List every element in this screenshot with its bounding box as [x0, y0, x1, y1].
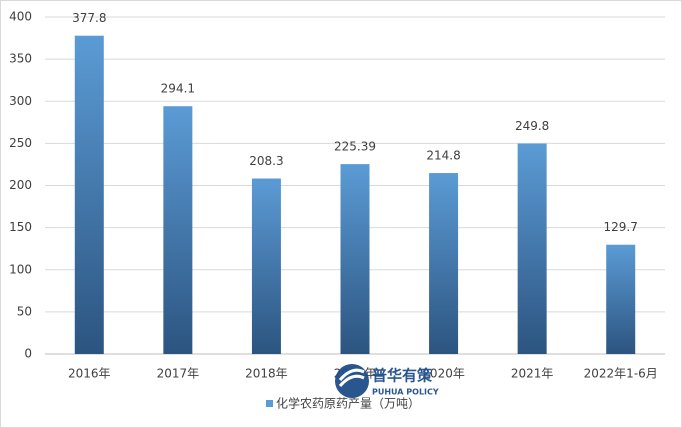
y-tick-label: 350: [9, 52, 32, 66]
y-tick-label: 150: [9, 220, 32, 234]
plot-area: 0 50 100 150 200 250 300 350 400 2016年 2017年 2018年 2…: [9, 10, 665, 411]
value-label: 377.8: [72, 11, 106, 25]
x-tick-label: 2020年: [422, 367, 465, 381]
watermark-subtitle: PUHUA POLICY: [372, 388, 439, 397]
y-tick-label: 200: [9, 178, 32, 192]
value-label: 129.7: [604, 220, 638, 234]
bar: [74, 35, 104, 355]
watermark-logo: [335, 364, 369, 398]
bar: [429, 173, 459, 354]
watermark-title: 普华有策: [372, 367, 433, 385]
bar: [606, 244, 636, 354]
y-tick-label: 0: [24, 347, 32, 361]
value-label: 294.1: [161, 82, 195, 96]
value-label: 208.3: [249, 154, 283, 168]
watermark: 普华有策 PUHUA POLICY: [335, 364, 439, 398]
y-tick-label: 50: [17, 304, 32, 318]
x-tick-label: 2017年: [157, 367, 200, 381]
bar: [517, 143, 547, 354]
y-tick-label: 100: [9, 262, 32, 276]
bar: [163, 106, 193, 354]
value-label: 249.8: [515, 119, 549, 133]
x-tick-label: 2016年: [68, 367, 111, 381]
y-tick-label: 300: [9, 94, 32, 108]
y-tick-label: 250: [9, 136, 32, 150]
x-tick-label: 2022年1-6月: [584, 367, 658, 381]
watermark-logo-waves: [338, 368, 365, 388]
bar: [340, 164, 370, 354]
legend-swatch: [266, 400, 273, 407]
bar: [251, 178, 281, 354]
value-label: 225.39: [334, 140, 376, 154]
x-tick-label: 2021年: [511, 367, 554, 381]
legend-label: 化学农药原药产量（万吨）: [276, 396, 420, 411]
x-tick-label: 2018年: [245, 367, 288, 381]
value-label: 214.8: [426, 149, 460, 163]
y-tick-label: 400: [9, 10, 32, 24]
